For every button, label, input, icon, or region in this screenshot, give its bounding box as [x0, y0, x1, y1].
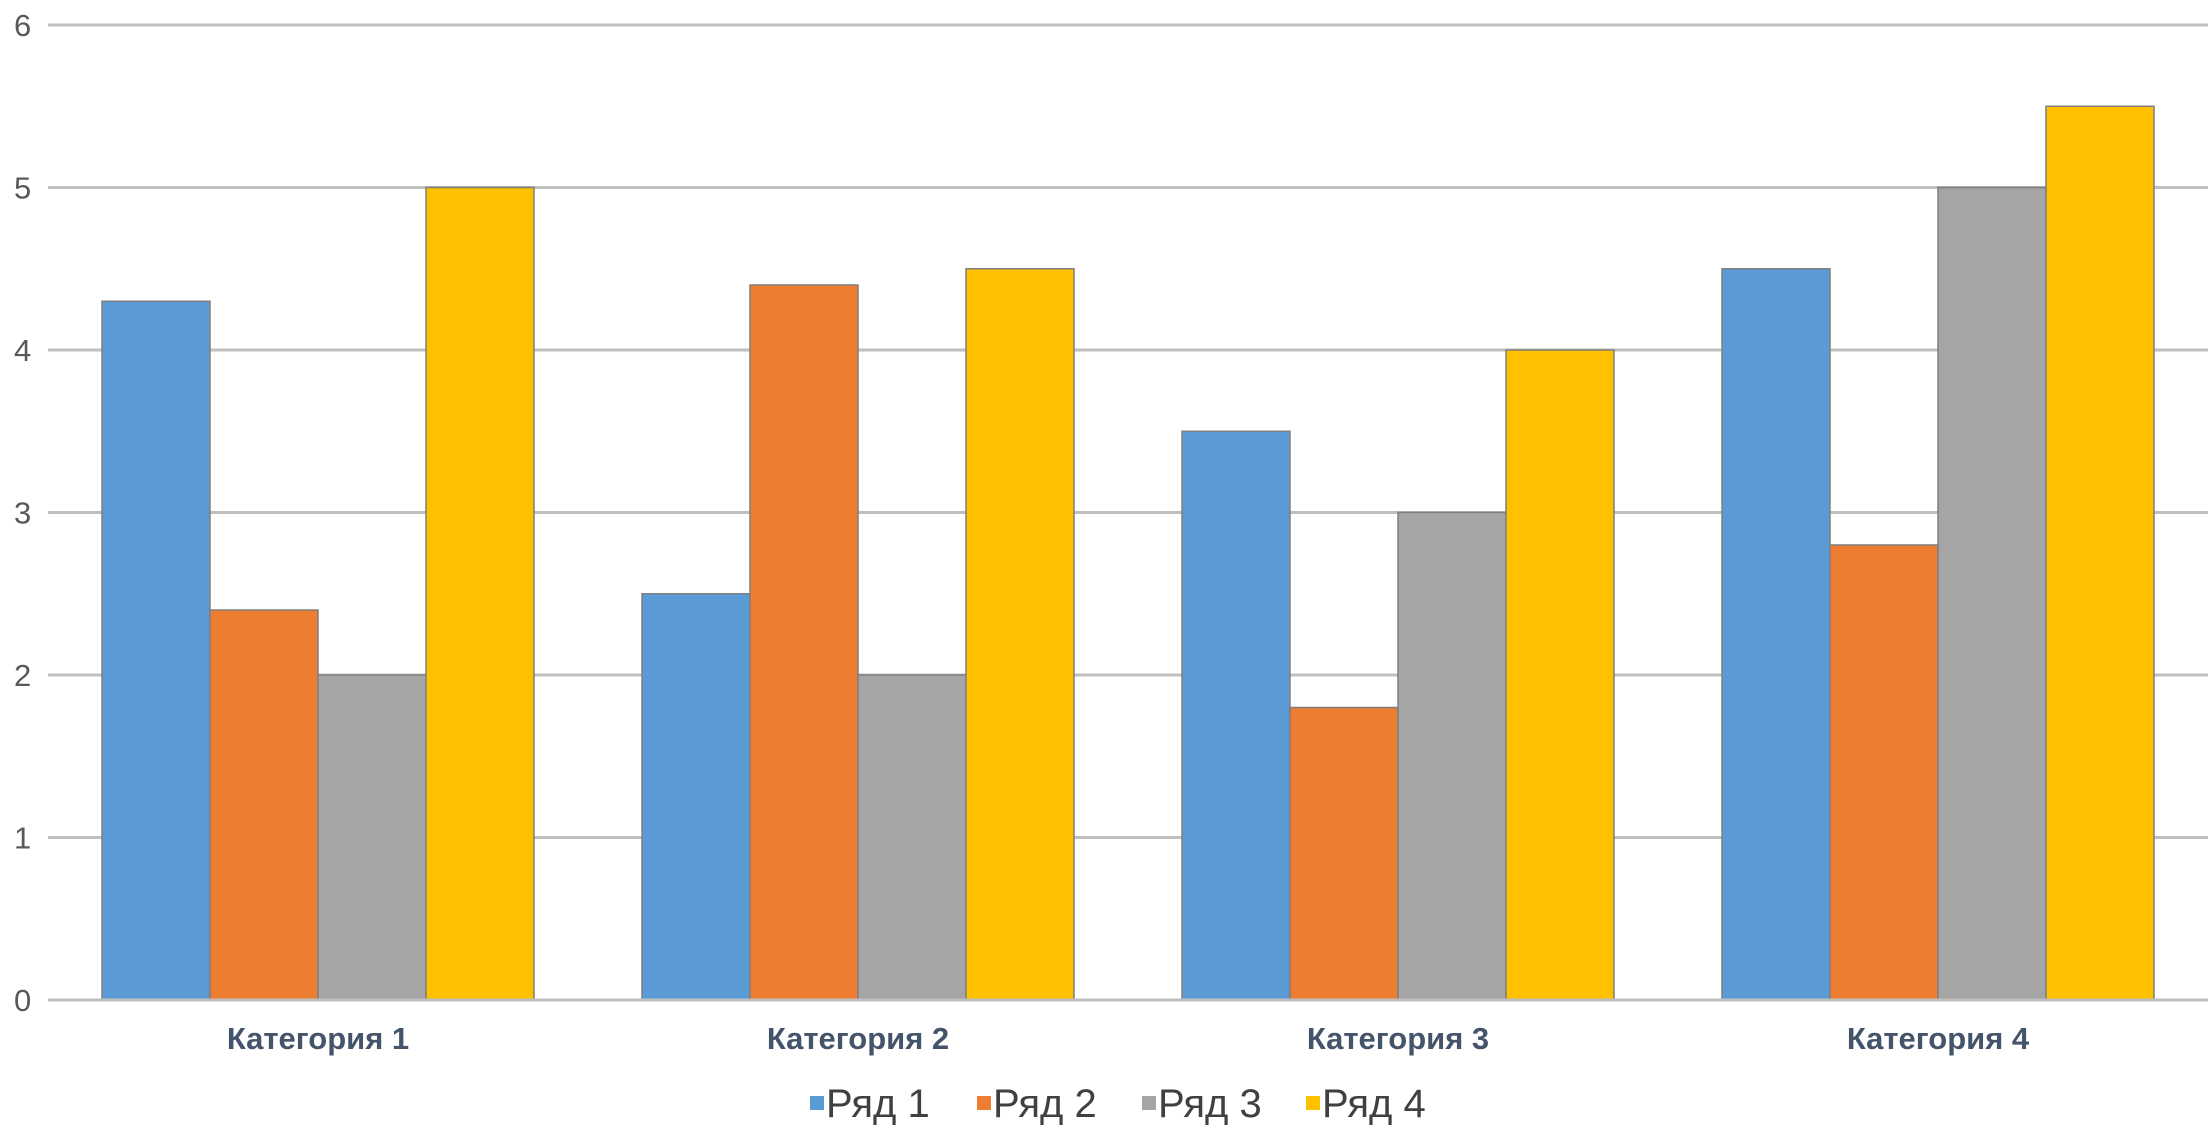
category-label: Категория 1	[227, 1021, 409, 1056]
bar-2-category-2	[749, 284, 859, 1001]
category-label: Категория 2	[767, 1021, 949, 1056]
bar-4-category-1	[425, 186, 535, 1001]
bar-3-category-3	[1397, 511, 1507, 1001]
y-tick-label: 1	[14, 821, 31, 856]
legend-item[interactable]: Ряд 2	[977, 1082, 1097, 1126]
legend-swatch	[1142, 1096, 1156, 1110]
bars	[101, 105, 2155, 1001]
y-tick-label: 3	[14, 496, 31, 531]
legend-swatch	[810, 1096, 824, 1110]
legend-item[interactable]: Ряд 1	[810, 1082, 930, 1126]
bar-2-category-1	[209, 609, 319, 1001]
legend-label: Ряд 1	[826, 1082, 930, 1126]
bar-4-category-3	[1505, 349, 1615, 1001]
legend-item[interactable]: Ряд 3	[1142, 1082, 1262, 1126]
y-tick-label: 6	[14, 8, 31, 43]
category-labels: Категория 1 Категория 2 Категория 3 Категор…	[227, 1021, 2030, 1056]
bar-2-category-4	[1829, 544, 1939, 1001]
y-tick-label: 0	[14, 983, 31, 1018]
y-axis-ticks: 0 1 2 3 4 5 6	[14, 8, 31, 1018]
y-tick-label: 5	[14, 171, 31, 206]
legend[interactable]: Ряд 1 Ряд 2 Ряд 3 Ряд 4	[810, 1082, 1426, 1126]
legend-swatch	[1306, 1096, 1320, 1110]
legend-label: Ряд 4	[1322, 1082, 1426, 1126]
bar-3-category-4	[1937, 186, 2047, 1001]
bar-1-category-2	[641, 593, 751, 1001]
legend-item[interactable]: Ряд 4	[1306, 1082, 1426, 1126]
y-tick-label: 2	[14, 658, 31, 693]
category-label: Категория 4	[1847, 1021, 2030, 1056]
bar-3-category-1	[317, 674, 427, 1001]
y-tick-label: 4	[14, 333, 31, 368]
bar-3-category-2	[857, 674, 967, 1001]
legend-label: Ряд 3	[1158, 1082, 1262, 1126]
bar-4-category-2	[965, 268, 1075, 1001]
bar-2-category-3	[1289, 706, 1399, 1001]
legend-label: Ряд 2	[993, 1082, 1097, 1126]
bar-4-category-4	[2045, 105, 2155, 1001]
bar-1-category-1	[101, 300, 211, 1001]
bar-1-category-4	[1721, 268, 1831, 1001]
bar-1-category-3	[1181, 430, 1291, 1001]
category-label: Категория 3	[1307, 1021, 1489, 1056]
legend-swatch	[977, 1096, 991, 1110]
